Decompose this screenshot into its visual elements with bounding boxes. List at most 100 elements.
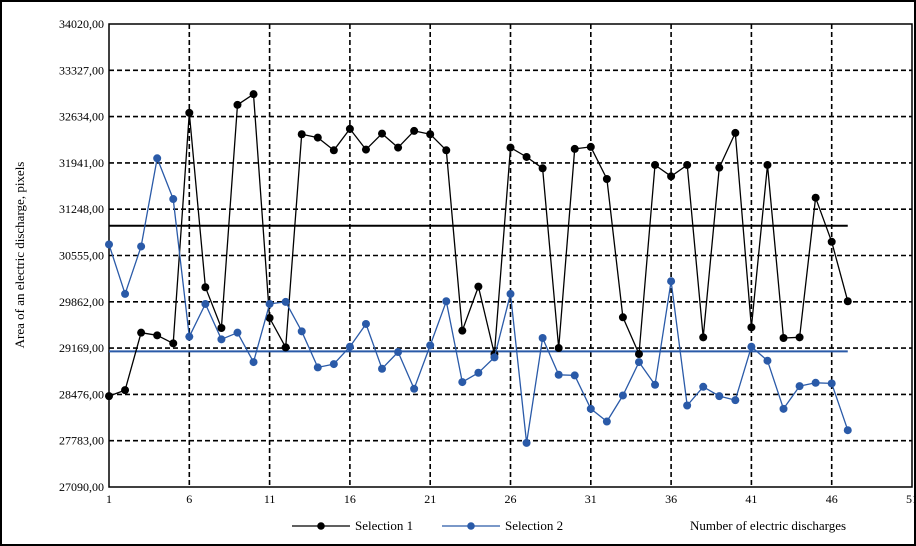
data-point	[297, 130, 306, 139]
data-point	[667, 172, 676, 181]
data-point	[763, 356, 772, 365]
y-axis-title: Area of an electric discharge, pixels	[12, 162, 27, 349]
data-point	[827, 379, 836, 388]
data-point	[699, 333, 708, 342]
data-point	[313, 363, 322, 372]
data-point	[378, 364, 387, 373]
data-point	[779, 334, 788, 343]
y-tick-labels: 27090,00 27783,00 28476,00 29169,00 29862,00…	[59, 17, 104, 494]
data-point	[667, 277, 676, 286]
data-point	[554, 370, 563, 379]
data-point	[281, 343, 290, 352]
x-tick-label: 6	[186, 492, 192, 506]
data-point	[538, 164, 547, 173]
data-point	[554, 344, 563, 353]
data-point	[329, 360, 338, 369]
y-tick-label: 32634,00	[59, 110, 104, 124]
legend-marker-selection-1	[317, 522, 325, 530]
data-point	[153, 331, 162, 340]
data-point	[121, 386, 130, 395]
data-point	[217, 323, 226, 332]
data-point	[153, 154, 162, 163]
data-point	[329, 146, 338, 155]
data-point	[474, 368, 483, 377]
data-point	[506, 289, 515, 298]
data-point	[699, 382, 708, 391]
legend-label-selection-1: Selection 1	[355, 518, 413, 533]
mean-lines	[109, 224, 848, 353]
data-point	[233, 328, 242, 337]
x-tick-label: 41	[745, 492, 757, 506]
legend-label-selection-2: Selection 2	[505, 518, 563, 533]
x-tick-label: 16	[344, 492, 356, 506]
data-point	[683, 160, 692, 169]
y-tick-label: 30555,00	[59, 249, 104, 263]
data-point	[265, 313, 274, 322]
x-tick-label: 31	[585, 492, 597, 506]
data-point	[378, 129, 387, 138]
data-point	[442, 297, 451, 306]
data-point	[361, 319, 370, 328]
data-point	[731, 128, 740, 137]
data-point	[474, 282, 483, 291]
data-point	[827, 237, 836, 246]
y-tick-label: 33327,00	[59, 63, 104, 77]
data-point	[490, 353, 499, 362]
data-point	[586, 142, 595, 151]
data-point	[394, 143, 403, 152]
data-point	[747, 323, 756, 332]
data-point	[105, 240, 113, 249]
data-point	[538, 334, 547, 343]
data-point	[522, 152, 531, 161]
data-point	[458, 378, 467, 387]
data-point	[249, 358, 258, 367]
data-point	[121, 289, 130, 298]
series-selection-2	[105, 154, 852, 447]
data-point	[843, 426, 852, 435]
data-point	[137, 242, 146, 251]
data-point	[217, 335, 226, 344]
data-point	[361, 145, 370, 154]
y-tick-label: 28476,00	[59, 387, 104, 401]
data-point	[602, 417, 611, 426]
data-point	[442, 146, 451, 155]
data-point	[394, 348, 403, 357]
x-tick-labels: 16111621263136414651	[106, 492, 914, 506]
x-tick-label: 11	[264, 492, 276, 506]
data-point	[201, 283, 210, 292]
y-tick-label: 27090,00	[59, 480, 104, 494]
y-tick-label: 29169,00	[59, 341, 104, 355]
data-point	[843, 297, 852, 306]
y-tick-label: 31248,00	[59, 202, 104, 216]
data-point	[811, 378, 820, 387]
series-selection-1	[105, 90, 852, 401]
data-point	[651, 160, 660, 169]
data-point	[731, 396, 740, 405]
data-point	[522, 438, 531, 447]
y-tick-label: 27783,00	[59, 434, 104, 448]
series-layer	[105, 90, 852, 447]
data-point	[265, 299, 274, 308]
data-point	[201, 299, 210, 308]
y-tick-label: 29862,00	[59, 295, 104, 309]
x-tick-label: 1	[106, 492, 112, 506]
data-point	[345, 342, 354, 351]
legend: Selection 1 Selection 2 Number of electr…	[292, 518, 846, 533]
data-point	[570, 371, 579, 380]
data-point	[715, 392, 724, 401]
data-point	[779, 404, 788, 413]
data-point	[570, 144, 579, 153]
data-point	[634, 350, 643, 359]
data-point	[458, 326, 467, 335]
data-point	[281, 297, 290, 306]
legend-marker-selection-2	[467, 522, 475, 530]
data-point	[169, 195, 178, 204]
data-point	[795, 333, 804, 342]
data-point	[249, 90, 258, 99]
data-point	[715, 163, 724, 172]
data-point	[634, 358, 643, 367]
x-tick-label: 51	[906, 492, 914, 506]
data-point	[426, 130, 435, 139]
